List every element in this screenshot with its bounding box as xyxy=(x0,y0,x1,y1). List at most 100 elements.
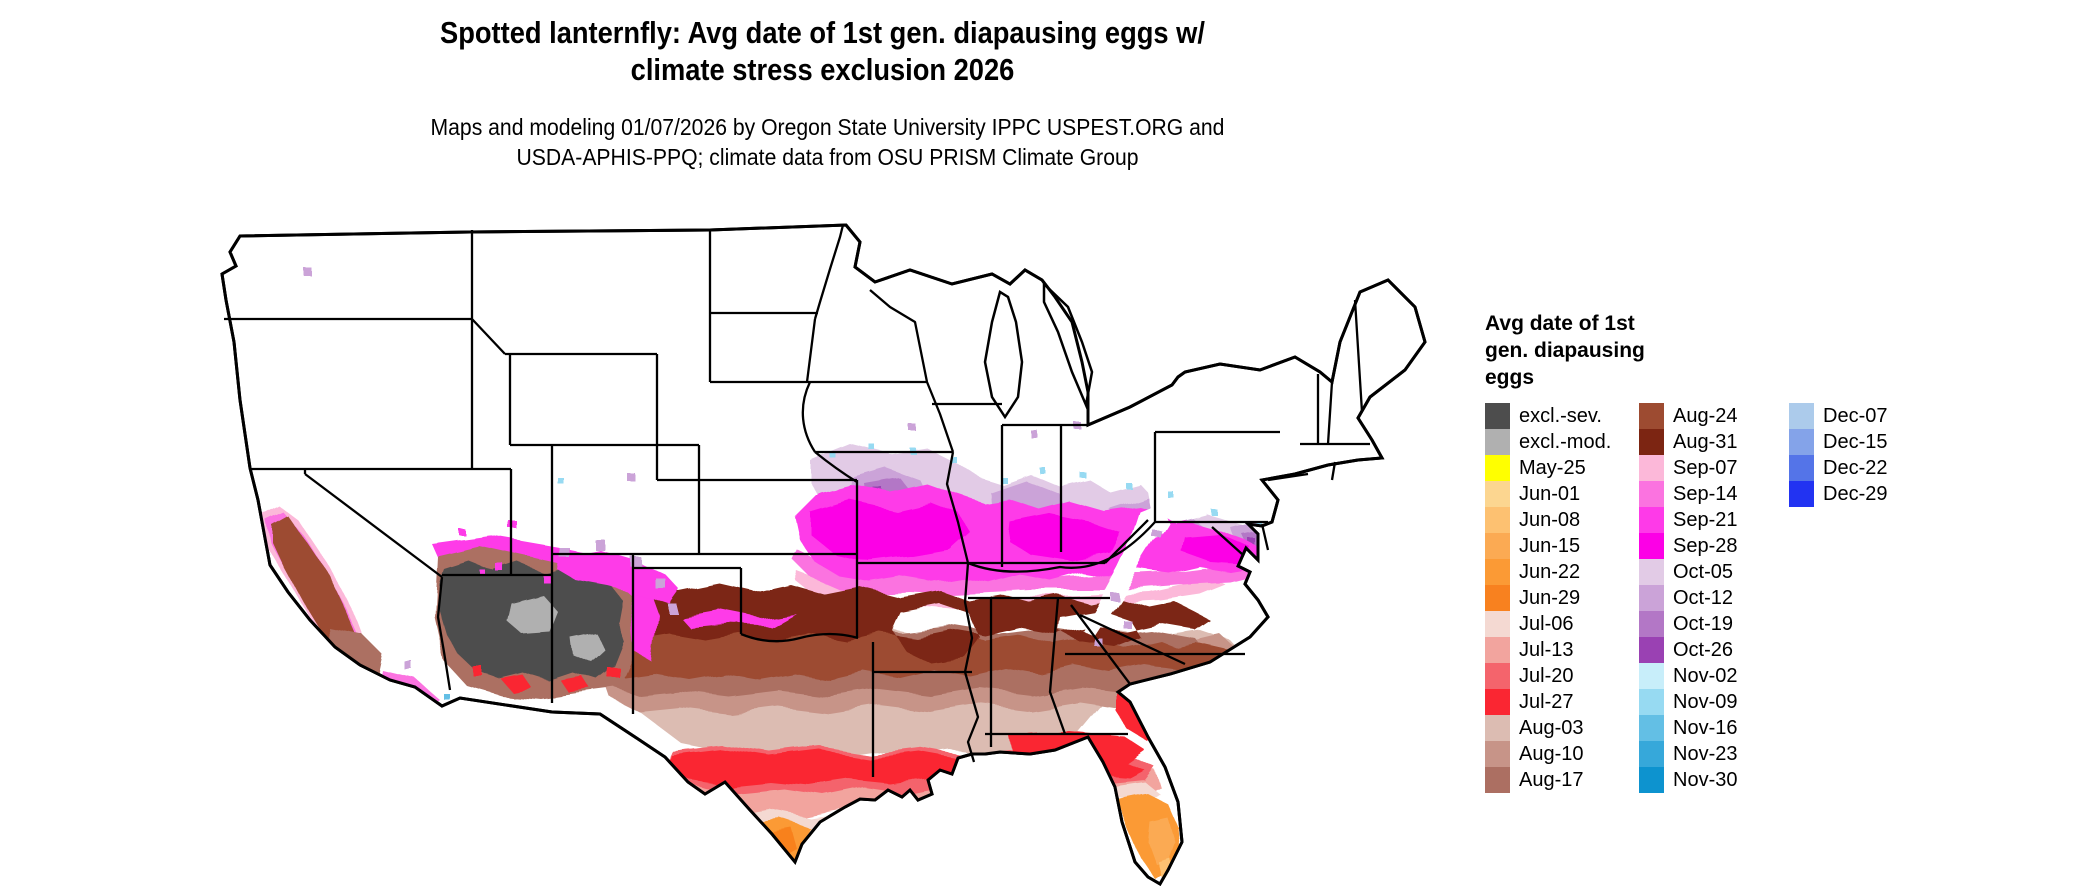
map-header: Spotted lanternfly: Avg date of 1st gen.… xyxy=(0,14,1645,88)
legend-label: Jun-29 xyxy=(1519,586,1581,609)
legend-label: Aug-03 xyxy=(1519,716,1584,739)
legend-item: Jul-20 xyxy=(1485,663,1639,689)
legend-label: Nov-23 xyxy=(1673,742,1738,765)
legend-label: Oct-12 xyxy=(1673,586,1734,609)
legend-item: Sep-21 xyxy=(1639,507,1789,533)
page-subtitle: Maps and modeling 01/07/2026 by Oregon S… xyxy=(0,112,1655,172)
legend-item: Nov-09 xyxy=(1639,689,1789,715)
page-title-line-1: Spotted lanternfly: Avg date of 1st gen.… xyxy=(440,15,1205,50)
legend-title-line-2: gen. diapausing xyxy=(1485,339,1645,362)
legend-swatch xyxy=(1485,741,1510,767)
lake-huron-edge xyxy=(1042,281,1094,410)
legend-title-line-3: eggs xyxy=(1485,366,1535,389)
legend-item: Dec-15 xyxy=(1789,429,1939,455)
legend-label: Nov-30 xyxy=(1673,768,1738,791)
legend-swatch xyxy=(1485,637,1510,663)
legend-swatch xyxy=(1639,481,1664,507)
legend-item: Oct-12 xyxy=(1639,585,1789,611)
legend-label: Sep-28 xyxy=(1673,534,1738,557)
legend-label: Nov-09 xyxy=(1673,690,1738,713)
legend-item: Jun-15 xyxy=(1485,533,1639,559)
legend-swatch xyxy=(1485,663,1510,689)
state-borders xyxy=(224,224,1370,777)
legend-column-1: excl.-sev. excl.-mod. May-25 Jun-01 Jun-08 Ju… xyxy=(1485,403,1639,793)
legend-swatch xyxy=(1639,689,1664,715)
legend-label: Jun-01 xyxy=(1519,482,1581,505)
legend-label: Oct-19 xyxy=(1673,612,1734,635)
map-orange-florida-inner xyxy=(1148,818,1175,864)
legend-swatch xyxy=(1639,611,1664,637)
map-core-sep28 xyxy=(810,500,1250,564)
page-title-line-2: climate stress exclusion 2026 xyxy=(630,52,1015,87)
legend-item: excl.-sev. xyxy=(1485,403,1639,429)
legend-item: excl.-mod. xyxy=(1485,429,1639,455)
legend-item: Oct-26 xyxy=(1639,637,1789,663)
legend-swatch xyxy=(1639,559,1664,585)
map-ca-valley-core xyxy=(274,518,362,664)
legend-label: Oct-05 xyxy=(1673,560,1734,583)
legend-swatch xyxy=(1485,715,1510,741)
legend-swatch xyxy=(1485,559,1510,585)
legend-item: Sep-28 xyxy=(1639,533,1789,559)
legend-swatch xyxy=(1485,481,1510,507)
legend-label: Nov-16 xyxy=(1673,716,1738,739)
legend-label: Jul-27 xyxy=(1519,690,1574,713)
map-appalachian-purple-specks xyxy=(1096,530,1161,648)
legend-item: Dec-22 xyxy=(1789,455,1939,481)
legend-swatch xyxy=(1485,611,1510,637)
map-az-red-fringe xyxy=(472,666,620,692)
legend-swatch xyxy=(1485,429,1510,455)
legend-swatch xyxy=(1639,663,1664,689)
legend-item: Jun-01 xyxy=(1485,481,1639,507)
legend-swatch xyxy=(1639,637,1664,663)
legend-label: Dec-29 xyxy=(1823,482,1888,505)
legend-label: Aug-24 xyxy=(1673,404,1738,427)
legend: Avg date of 1st gen. diapausing eggs exc… xyxy=(1485,310,2075,793)
legend-label: Jun-15 xyxy=(1519,534,1581,557)
map-nm-magenta-arc xyxy=(558,550,795,628)
legend-label: Dec-22 xyxy=(1823,456,1888,479)
legend-columns: excl.-sev. excl.-mod. May-25 Jun-01 Jun-08 Ju… xyxy=(1485,403,2075,793)
legend-swatch xyxy=(1639,741,1664,767)
legend-label: Dec-07 xyxy=(1823,404,1888,427)
legend-label: Jul-13 xyxy=(1519,638,1574,661)
legend-swatch xyxy=(1639,455,1664,481)
legend-item: Nov-16 xyxy=(1639,715,1789,741)
legend-swatch xyxy=(1639,715,1664,741)
us-map xyxy=(220,223,1427,886)
legend-item: Aug-10 xyxy=(1485,741,1639,767)
legend-item: Oct-05 xyxy=(1639,559,1789,585)
legend-item: Jul-13 xyxy=(1485,637,1639,663)
legend-label: excl.-mod. xyxy=(1519,430,1612,453)
legend-item: Aug-31 xyxy=(1639,429,1789,455)
map-az-lightgray xyxy=(506,594,605,662)
legend-swatch xyxy=(1639,585,1664,611)
legend-swatch xyxy=(1485,767,1510,793)
legend-label: Jul-20 xyxy=(1519,664,1574,687)
legend-swatch xyxy=(1485,403,1510,429)
legend-item: Jul-06 xyxy=(1485,611,1639,637)
legend-swatch xyxy=(1485,455,1510,481)
legend-swatch xyxy=(1639,507,1664,533)
legend-item: Nov-02 xyxy=(1639,663,1789,689)
legend-swatch xyxy=(1639,533,1664,559)
legend-item: Dec-29 xyxy=(1789,481,1939,507)
legend-label: excl.-sev. xyxy=(1519,404,1602,427)
legend-item: Oct-19 xyxy=(1639,611,1789,637)
legend-swatch xyxy=(1639,767,1664,793)
legend-title-line-1: Avg date of 1st xyxy=(1485,312,1635,335)
legend-label: Oct-26 xyxy=(1673,638,1734,661)
legend-item: Jun-08 xyxy=(1485,507,1639,533)
legend-title: Avg date of 1st gen. diapausing eggs xyxy=(1485,310,2075,391)
legend-swatch xyxy=(1485,533,1510,559)
legend-label: Jun-08 xyxy=(1519,508,1581,531)
legend-column-3: Dec-07 Dec-15 Dec-22 Dec-29 xyxy=(1789,403,1939,793)
legend-label: Sep-21 xyxy=(1673,508,1738,531)
legend-swatch xyxy=(1639,429,1664,455)
legend-label: Sep-07 xyxy=(1673,456,1738,479)
legend-swatch xyxy=(1789,455,1814,481)
legend-label: Aug-10 xyxy=(1519,742,1584,765)
legend-swatch xyxy=(1789,429,1814,455)
legend-item: Aug-24 xyxy=(1639,403,1789,429)
